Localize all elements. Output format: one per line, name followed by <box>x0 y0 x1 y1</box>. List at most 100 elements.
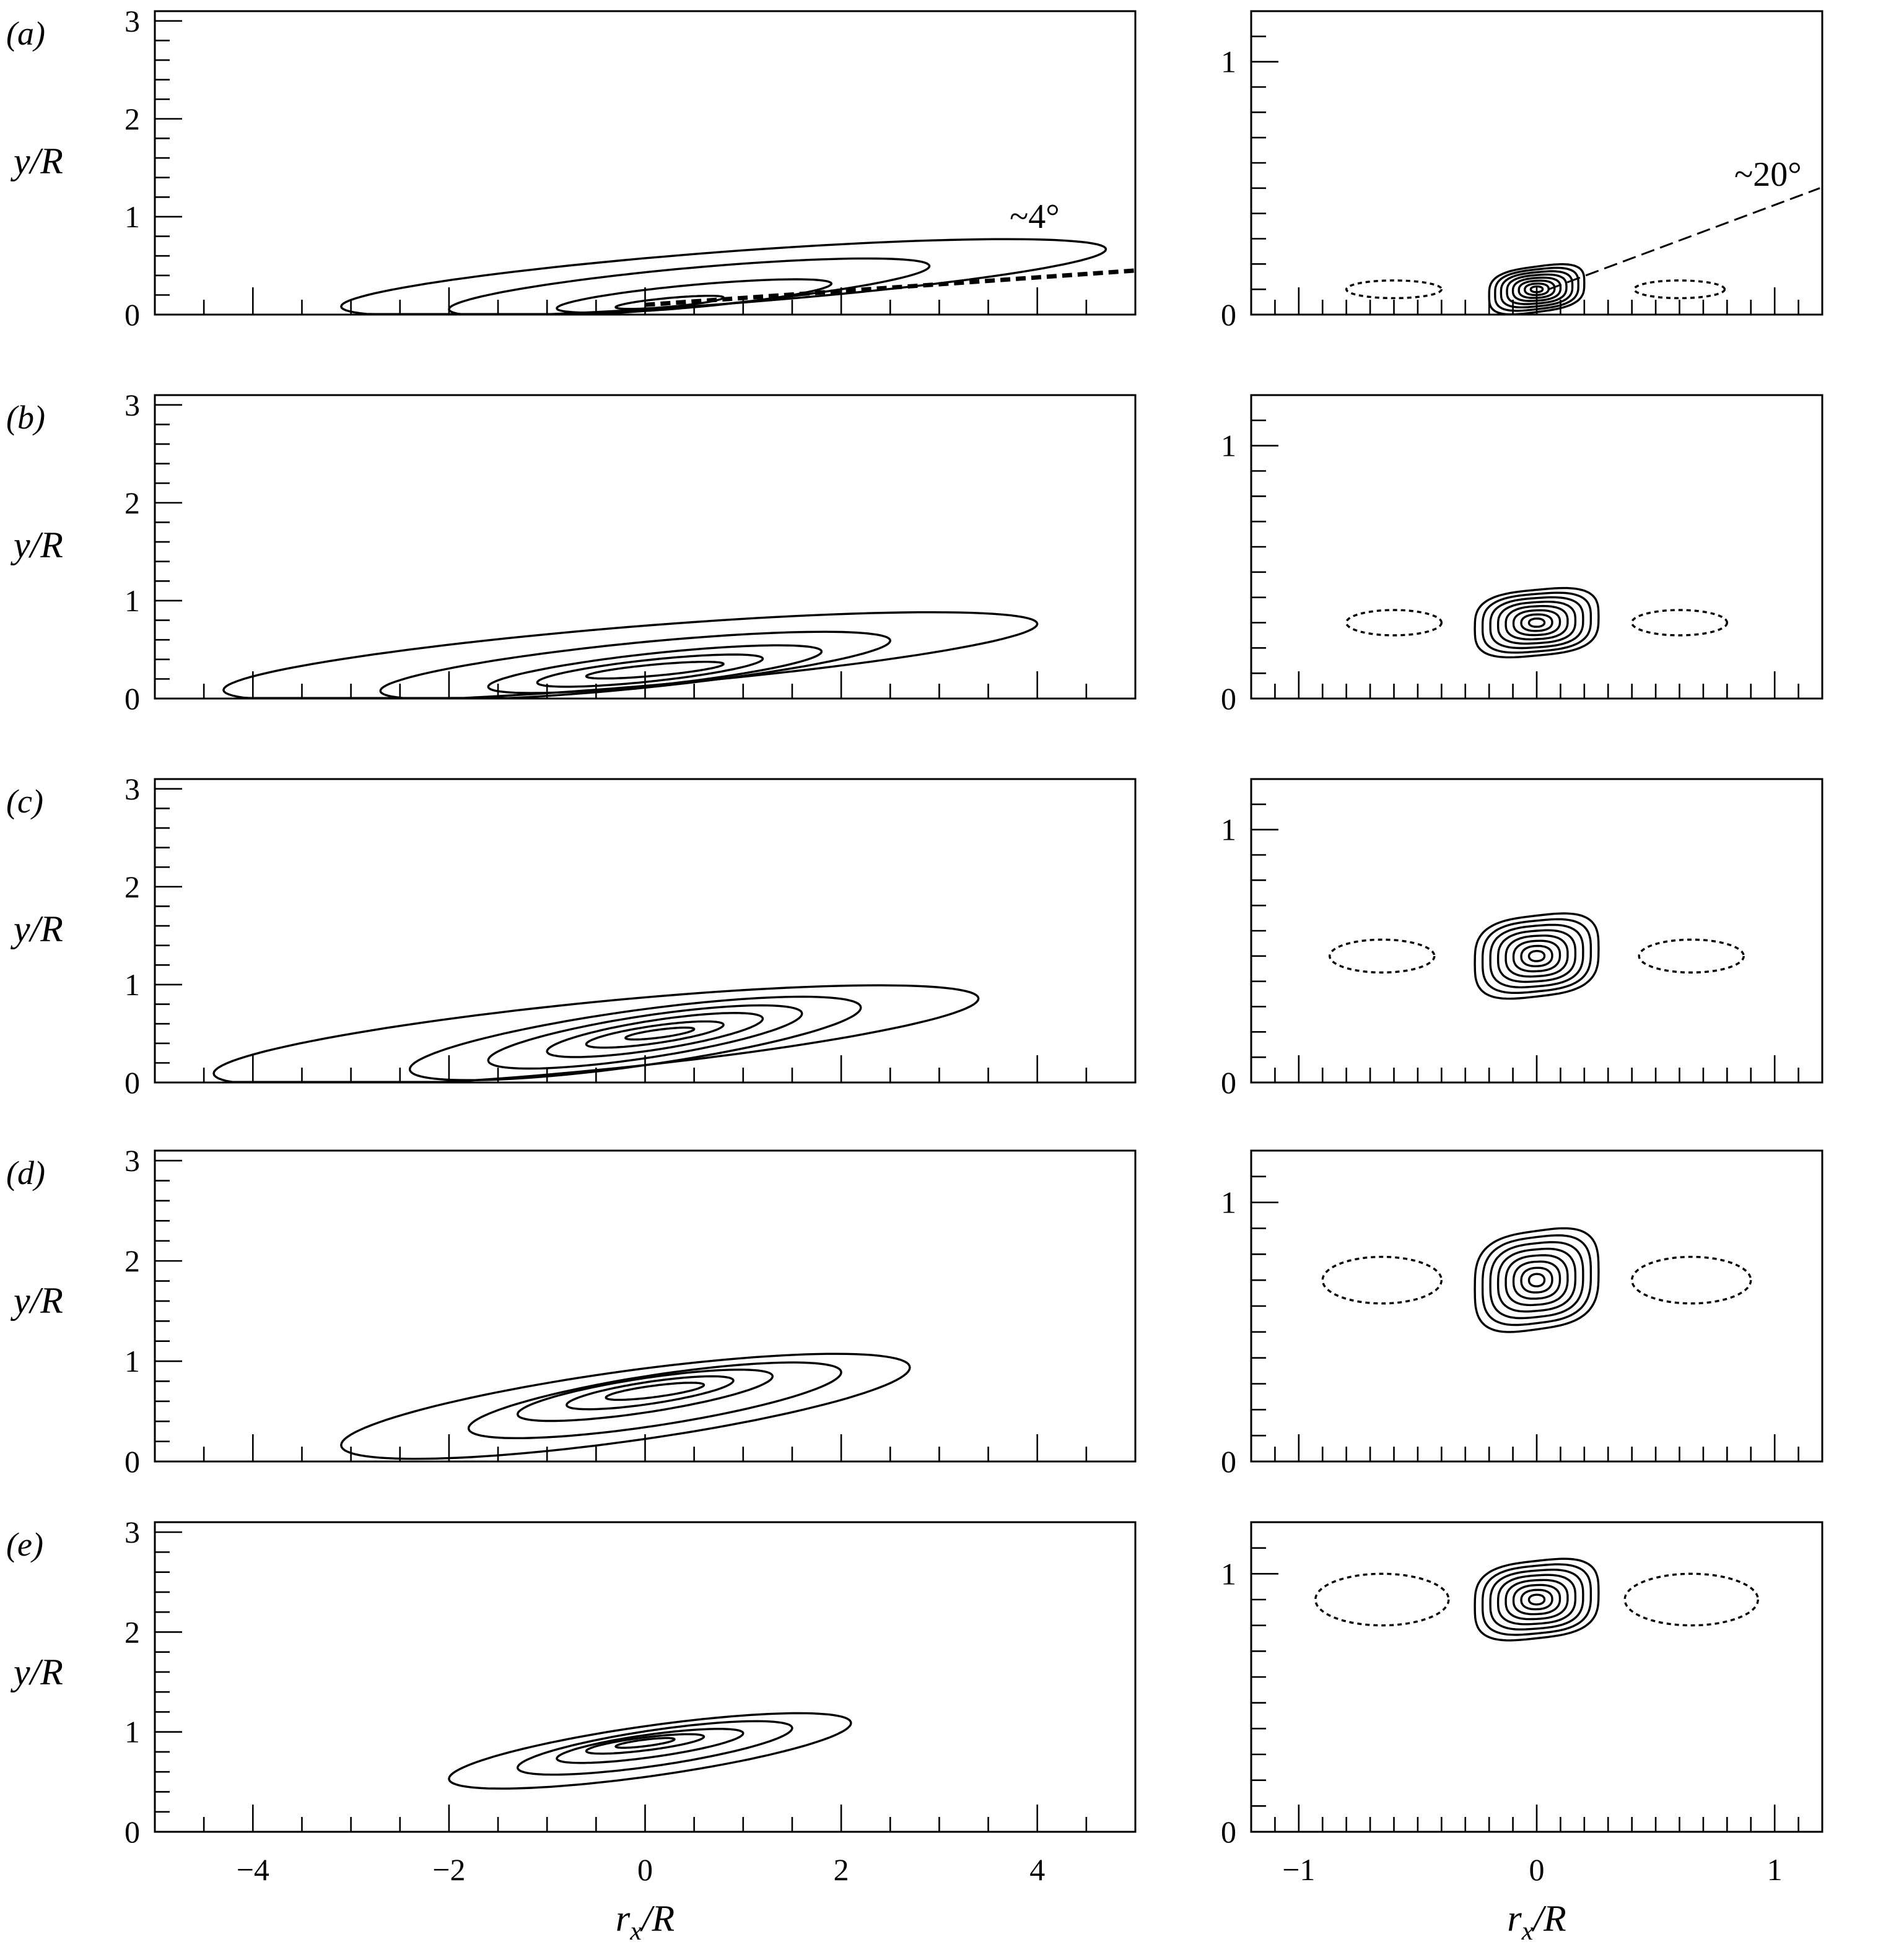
positive-contour <box>1500 270 1574 308</box>
plot-frame <box>1250 394 1823 700</box>
positive-contour <box>1512 1583 1561 1616</box>
panel-a-left: 0 1 2 3 ~4° (a) y/R <box>6 4 1137 332</box>
positive-contour <box>1474 912 1600 1000</box>
x-tick-label: 4 <box>1029 1852 1045 1887</box>
panel-b-left: 0 1 2 3 (b) y/R <box>6 388 1137 716</box>
y-tick-label: 3 <box>124 772 140 806</box>
positive-contour <box>1481 1234 1592 1326</box>
y-axis-label: y/R <box>10 525 63 565</box>
positive-contour <box>1474 586 1600 659</box>
positive-contour <box>1494 266 1579 312</box>
positive-contour <box>1496 1247 1577 1313</box>
positive-contour <box>212 984 980 1082</box>
y-axis-label: y/R <box>10 908 63 949</box>
angle-annotation: ~20° <box>1734 155 1802 194</box>
y-tick-label: 0 <box>124 1065 140 1100</box>
contours <box>212 984 980 1082</box>
positive-contour <box>1511 276 1562 302</box>
y-tick-label: 1 <box>1221 1556 1236 1591</box>
positive-contour <box>340 1352 911 1460</box>
y-tick-label: 0 <box>1221 681 1236 716</box>
positive-contour <box>448 1712 852 1790</box>
plot-frame <box>154 1521 1137 1833</box>
negative-contour <box>1633 279 1726 300</box>
negative-contour <box>1314 1572 1450 1627</box>
negative-contour <box>1345 609 1443 637</box>
contours <box>340 1352 911 1460</box>
angle-guide-line <box>645 268 1136 307</box>
positive-contour <box>1527 950 1546 962</box>
positive-contour <box>487 644 823 694</box>
y-tick-label: 0 <box>124 1814 140 1849</box>
x-tick-label: −1 <box>1282 1852 1315 1887</box>
panel-e-right: 0 1 −1 0 1 rx/R <box>1221 1521 1823 1946</box>
positive-contour <box>487 1004 803 1070</box>
positive-contour <box>1481 591 1592 654</box>
positive-contour <box>556 278 833 314</box>
y-tick-label: 1 <box>124 967 140 1002</box>
positive-contour <box>467 1361 842 1439</box>
angle-guide-line <box>1548 187 1820 290</box>
positive-contour <box>1489 1569 1584 1631</box>
positive-contour <box>1489 1241 1584 1320</box>
positive-contour <box>1527 617 1546 628</box>
plot-frame <box>1250 1149 1823 1463</box>
positive-contour <box>1524 282 1550 297</box>
positive-contour <box>1529 285 1544 294</box>
panel-d-right: 01 <box>1221 1149 1823 1479</box>
contours <box>222 611 1039 699</box>
positive-contour <box>379 630 892 699</box>
x-tick-label: −2 <box>432 1852 465 1887</box>
positive-contour <box>1506 273 1568 305</box>
y-tick-label: 0 <box>1221 1444 1236 1479</box>
x-tick-label: 0 <box>1529 1852 1545 1887</box>
y-tick-label: 1 <box>124 1715 140 1749</box>
angle-annotation: ~4° <box>1010 198 1060 236</box>
y-tick-label: 1 <box>124 199 140 234</box>
y-tick-label: 1 <box>124 1344 140 1379</box>
y-tick-label: 3 <box>124 1515 140 1549</box>
plot-frame <box>1250 1521 1823 1833</box>
plot-frame <box>154 778 1137 1084</box>
positive-contour <box>1505 604 1569 641</box>
positive-contour <box>1512 1260 1561 1300</box>
positive-contour <box>1489 923 1584 989</box>
panel-c-right: 01 <box>1221 778 1823 1100</box>
positive-contour <box>1527 1593 1546 1606</box>
contours <box>448 1712 852 1790</box>
positive-contour <box>585 1020 725 1049</box>
plot-frame <box>154 1149 1137 1463</box>
positive-contour <box>536 653 764 688</box>
panel-a-right: 0 1 ~20° <box>1221 10 1823 332</box>
positive-contour <box>614 295 725 310</box>
positive-contour <box>1512 939 1561 973</box>
positive-contour <box>585 1733 705 1755</box>
negative-contour <box>1321 1255 1443 1305</box>
panel-d-left: 0 1 2 3 (d) y/R <box>6 1143 1137 1479</box>
positive-contour <box>1520 613 1553 632</box>
positive-contour <box>566 1375 735 1411</box>
y-tick-label: 1 <box>1221 429 1236 463</box>
x-tick-label: 1 <box>1767 1852 1783 1887</box>
positive-contour <box>614 1736 676 1749</box>
y-tick-label: 1 <box>124 583 140 618</box>
y-tick-label: 3 <box>124 4 140 38</box>
y-tick-label: 3 <box>124 1143 140 1178</box>
panel-c-left: 0 1 2 3 (c) y/R <box>6 772 1137 1100</box>
panel-label: (b) <box>6 399 45 436</box>
positive-contour <box>1474 1557 1600 1642</box>
positive-contour <box>1496 1574 1577 1626</box>
positive-contour <box>1496 929 1577 983</box>
y-axis-label: y/R <box>10 1652 63 1692</box>
positive-contour <box>1527 1273 1546 1287</box>
positive-contour <box>1489 596 1584 650</box>
contours <box>1321 1227 1752 1333</box>
positive-contour <box>222 611 1039 699</box>
y-tick-label: 2 <box>124 486 140 520</box>
negative-contour <box>1638 938 1745 974</box>
x-axis-label: rx/R <box>1507 1898 1566 1946</box>
positive-contour <box>1505 934 1569 978</box>
plot-frame <box>154 394 1137 700</box>
positive-contour <box>624 1026 696 1041</box>
y-tick-label: 2 <box>124 102 140 136</box>
